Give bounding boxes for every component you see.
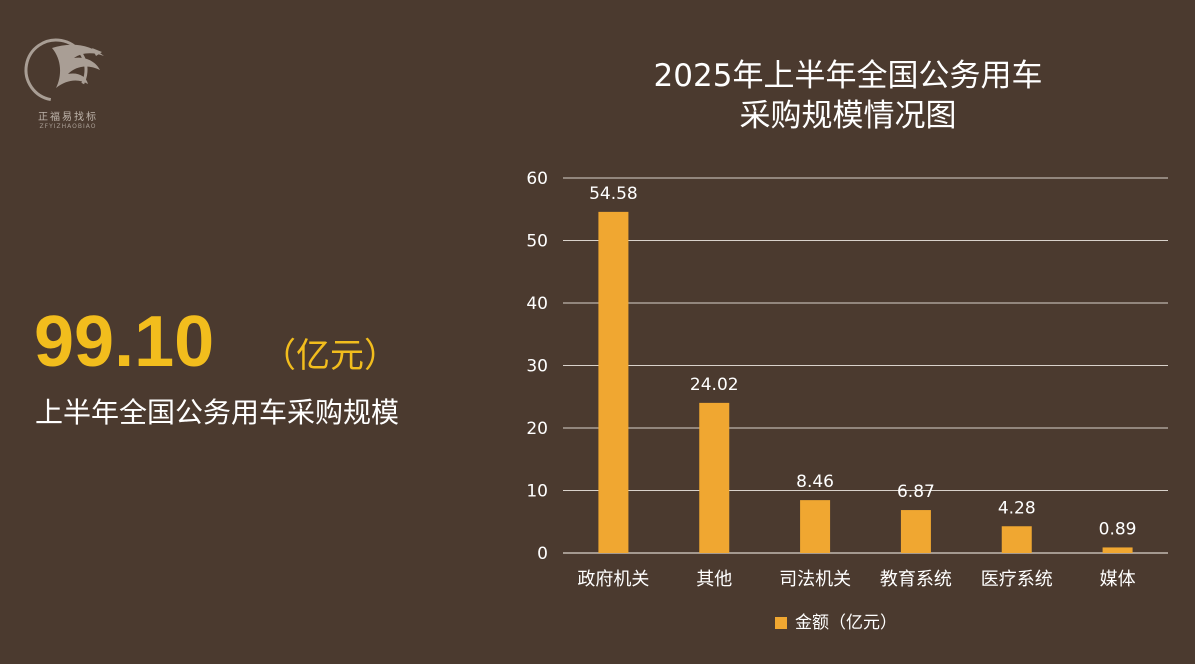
bar-4 bbox=[1001, 526, 1032, 553]
logo-name-en: ZFYIZHAOBIAO bbox=[39, 123, 97, 130]
logo-name-cn: 正福易找标 bbox=[38, 112, 98, 123]
total-value: 99.10 bbox=[34, 302, 215, 382]
bar-5 bbox=[1102, 547, 1133, 553]
total-label: 上半年全国公务用车采购规模 bbox=[35, 396, 400, 429]
legend-label: 金额（亿元） bbox=[795, 613, 897, 633]
bar-3 bbox=[900, 510, 931, 553]
x-tick-label-0: 政府机关 bbox=[577, 569, 649, 590]
eagle-logo-icon bbox=[24, 38, 104, 102]
x-tick-label-1: 其他 bbox=[696, 569, 732, 590]
data-label-2: 8.46 bbox=[796, 472, 834, 492]
y-tick-label-50: 50 bbox=[526, 232, 548, 252]
chart-title-line-2: 采购规模情况图 bbox=[739, 98, 957, 134]
x-tick-label-5: 媒体 bbox=[1100, 569, 1136, 590]
y-tick-label-40: 40 bbox=[526, 294, 548, 314]
y-tick-label-60: 60 bbox=[526, 169, 548, 189]
chart-legend: 金额（亿元） bbox=[775, 611, 897, 635]
chart-title-line-1: 2025年上半年全国公务用车 bbox=[653, 58, 1043, 94]
data-label-4: 4.28 bbox=[998, 498, 1036, 518]
legend-swatch bbox=[775, 617, 787, 629]
bar-2 bbox=[800, 500, 831, 553]
y-tick-label-20: 20 bbox=[526, 419, 548, 439]
data-label-0: 54.58 bbox=[589, 184, 638, 204]
y-tick-label-30: 30 bbox=[526, 357, 548, 377]
y-tick-label-0: 0 bbox=[537, 544, 548, 564]
x-tick-label-3: 教育系统 bbox=[880, 569, 952, 590]
x-tick-label-4: 医疗系统 bbox=[981, 569, 1053, 590]
y-tick-label-10: 10 bbox=[526, 482, 548, 502]
bar-0 bbox=[598, 211, 629, 553]
chart-title: 2025年上半年全国公务用车 采购规模情况图 bbox=[548, 56, 1148, 136]
x-tick-label-2: 司法机关 bbox=[779, 569, 851, 590]
bar-1 bbox=[699, 402, 730, 553]
data-label-3: 6.87 bbox=[897, 482, 935, 502]
brand-logo: 正福易找标 ZFYIZHAOBIAO bbox=[22, 34, 118, 134]
data-label-5: 0.89 bbox=[1099, 519, 1137, 539]
data-label-1: 24.02 bbox=[690, 375, 739, 395]
total-unit: （亿元） bbox=[262, 336, 398, 376]
